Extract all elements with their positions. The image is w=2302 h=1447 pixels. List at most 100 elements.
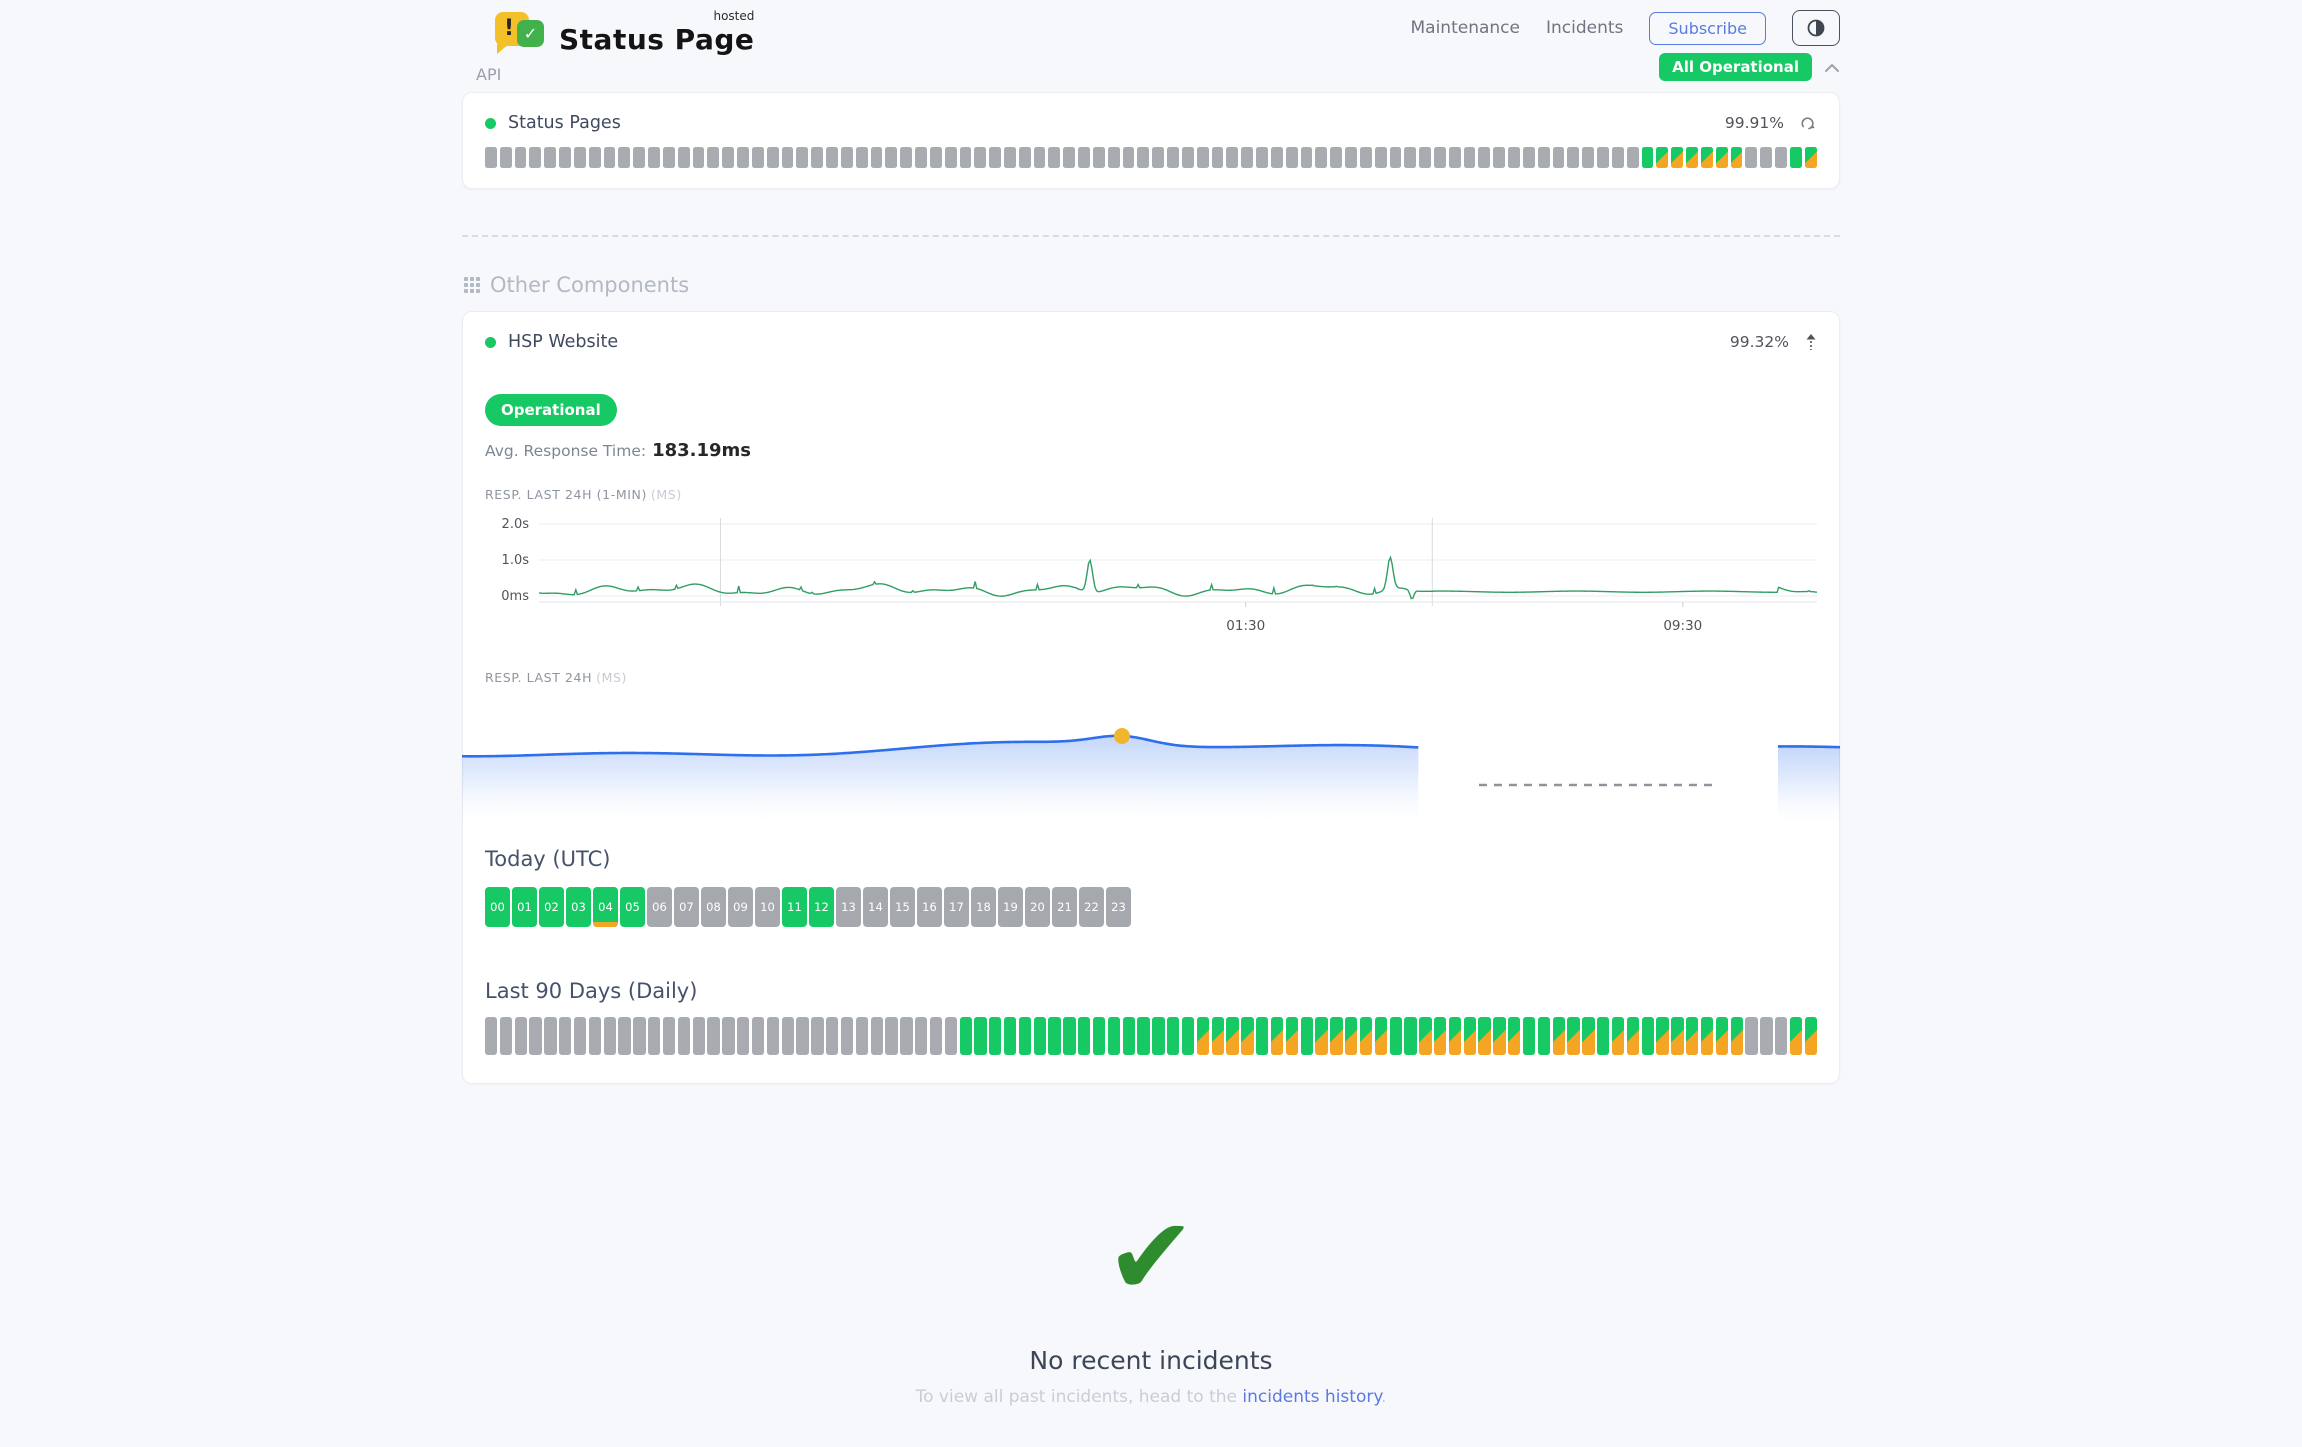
uptime-square-mixed[interactable] (1463, 1017, 1476, 1055)
uptime-square-empty[interactable] (1760, 147, 1773, 168)
uptime-square-empty[interactable] (929, 1017, 943, 1055)
uptime-square-mixed[interactable] (1671, 1017, 1684, 1055)
uptime-square-empty[interactable] (559, 147, 571, 168)
uptime-square-up[interactable] (1256, 1017, 1269, 1055)
uptime-square-empty[interactable] (514, 1017, 527, 1055)
uptime-square-mixed[interactable] (1730, 147, 1743, 168)
uptime-square-empty[interactable] (1196, 147, 1209, 168)
hour-cell-07[interactable]: 07 (674, 887, 699, 927)
hour-cell-08[interactable]: 08 (701, 887, 726, 927)
uptime-square-empty[interactable] (485, 147, 497, 168)
uptime-square-mixed[interactable] (1211, 1017, 1224, 1055)
uptime-square-mixed[interactable] (1656, 147, 1669, 168)
uptime-square-empty[interactable] (499, 1017, 513, 1055)
uptime-square-empty[interactable] (1463, 147, 1476, 168)
uptime-square-empty[interactable] (766, 147, 779, 168)
uptime-square-empty[interactable] (915, 1017, 928, 1055)
uptime-square-empty[interactable] (796, 1017, 809, 1055)
hour-cell-00[interactable]: 00 (485, 887, 510, 927)
uptime-square-empty[interactable] (544, 147, 557, 168)
hour-cell-15[interactable]: 15 (890, 887, 915, 927)
uptime-square-empty[interactable] (1270, 147, 1283, 168)
uptime-square-empty[interactable] (485, 1017, 498, 1055)
uptime-square-empty[interactable] (529, 147, 542, 168)
uptime-square-empty[interactable] (603, 147, 616, 168)
uptime-square-empty[interactable] (1448, 147, 1461, 168)
uptime-square-empty[interactable] (1522, 147, 1535, 168)
uptime-square-empty[interactable] (989, 147, 1001, 168)
uptime-square-mixed[interactable] (1789, 1017, 1803, 1055)
hour-cell-11[interactable]: 11 (782, 887, 807, 927)
nav-incidents[interactable]: Incidents (1545, 18, 1624, 38)
uptime-square-empty[interactable] (1508, 147, 1520, 168)
uptime-square-up[interactable] (989, 1017, 1002, 1055)
uptime-square-mixed[interactable] (1330, 1017, 1343, 1055)
uptime-square-mixed[interactable] (1345, 1017, 1358, 1055)
uptime-square-empty[interactable] (1018, 147, 1031, 168)
logo[interactable]: ! ✓ hosted Status Page (495, 9, 754, 56)
hour-cell-03[interactable]: 03 (566, 887, 591, 927)
uptime-square-empty[interactable] (618, 147, 631, 168)
uptime-square-empty[interactable] (1241, 147, 1254, 168)
uptime-square-empty[interactable] (1048, 147, 1061, 168)
uptime-square-empty[interactable] (1033, 147, 1046, 168)
uptime-square-mixed[interactable] (1419, 1017, 1432, 1055)
uptime-square-empty[interactable] (766, 1017, 780, 1055)
uptime-square-empty[interactable] (974, 147, 987, 168)
uptime-square-mixed[interactable] (1700, 1017, 1714, 1055)
uptime-square-empty[interactable] (737, 147, 749, 168)
uptime-square-up[interactable] (1003, 1017, 1017, 1055)
subscribe-button[interactable]: Subscribe (1649, 11, 1766, 45)
uptime-square-empty[interactable] (588, 147, 601, 168)
uptime-square-empty[interactable] (1345, 147, 1357, 168)
uptime-square-mixed[interactable] (1715, 1017, 1729, 1055)
chevron-up-icon[interactable] (1824, 62, 1840, 73)
uptime-square-empty[interactable] (826, 147, 838, 168)
uptime-square-mixed[interactable] (1715, 147, 1728, 168)
uptime-square-up[interactable] (1641, 1017, 1654, 1055)
uptime-square-up[interactable] (1597, 1017, 1610, 1055)
uptime-square-mixed[interactable] (1582, 1017, 1595, 1055)
uptime-square-empty[interactable] (1211, 147, 1224, 168)
hour-cell-13[interactable]: 13 (836, 887, 861, 927)
uptime-square-empty[interactable] (1745, 147, 1758, 168)
uptime-square-up[interactable] (1122, 1017, 1135, 1055)
uptime-square-up[interactable] (1389, 1017, 1402, 1055)
hour-cell-12[interactable]: 12 (809, 887, 834, 927)
uptime-square-empty[interactable] (870, 147, 883, 168)
uptime-square-empty[interactable] (677, 147, 690, 168)
uptime-square-up[interactable] (1018, 1017, 1032, 1055)
uptime-square-mixed[interactable] (1493, 1017, 1506, 1055)
uptime-square-empty[interactable] (1434, 147, 1446, 168)
hour-cell-16[interactable]: 16 (917, 887, 942, 927)
uptime-square-mixed[interactable] (1804, 1017, 1818, 1055)
uptime-square-mixed[interactable] (1656, 1017, 1669, 1055)
uptime-square-up[interactable] (1300, 1017, 1313, 1055)
uptime-square-up[interactable] (1048, 1017, 1061, 1055)
uptime-square-mixed[interactable] (1434, 1017, 1447, 1055)
uptime-square-empty[interactable] (1063, 147, 1076, 168)
uptime-square-empty[interactable] (529, 1017, 542, 1055)
uptime-square-empty[interactable] (1389, 147, 1402, 168)
uptime-square-mixed[interactable] (1478, 1017, 1491, 1055)
uptime-square-empty[interactable] (959, 147, 972, 168)
uptime-square-empty[interactable] (1597, 147, 1609, 168)
uptime-square-empty[interactable] (722, 1017, 735, 1055)
uptime-square-mixed[interactable] (1567, 1017, 1580, 1055)
uptime-square-empty[interactable] (840, 147, 853, 168)
uptime-square-up[interactable] (1181, 1017, 1195, 1055)
hour-cell-01[interactable]: 01 (512, 887, 537, 927)
uptime-square-empty[interactable] (662, 147, 675, 168)
theme-toggle-button[interactable] (1792, 10, 1840, 46)
uptime-square-empty[interactable] (1122, 147, 1135, 168)
uptime-square-empty[interactable] (944, 1017, 957, 1055)
uptime-square-empty[interactable] (1003, 147, 1016, 168)
uptime-square-up[interactable] (1537, 1017, 1551, 1055)
hour-cell-02[interactable]: 02 (539, 887, 564, 927)
uptime-square-empty[interactable] (781, 1017, 794, 1055)
uptime-square-empty[interactable] (885, 1017, 898, 1055)
hour-cell-22[interactable]: 22 (1079, 887, 1104, 927)
uptime-square-empty[interactable] (751, 1017, 765, 1055)
uptime-square-empty[interactable] (811, 1017, 824, 1055)
uptime-square-mixed[interactable] (1730, 1017, 1743, 1055)
